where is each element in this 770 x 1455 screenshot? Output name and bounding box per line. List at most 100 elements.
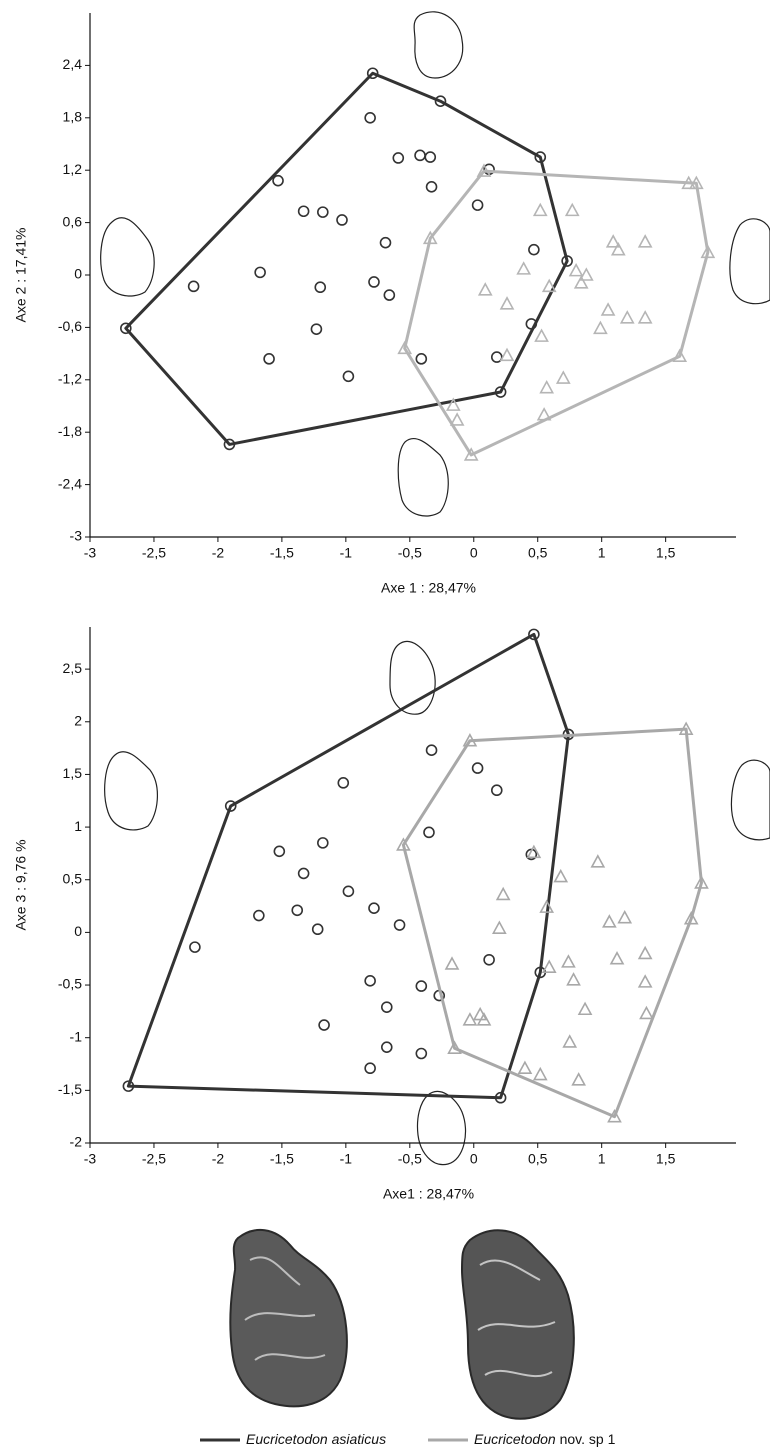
x-tick-label: -0,5: [398, 545, 422, 561]
marker-circle: [427, 182, 437, 192]
marker-triangle: [528, 846, 540, 857]
marker-circle: [318, 838, 328, 848]
marker-circle: [365, 113, 375, 123]
marker-circle: [492, 785, 502, 795]
marker-triangle: [541, 382, 553, 393]
marker-triangle: [640, 1007, 652, 1018]
y-tick-label: 1,2: [63, 161, 83, 177]
marker-circle: [292, 905, 302, 915]
y-axis-title: Axe 3 : 9,76 %: [13, 839, 29, 930]
y-tick-label: 0,6: [63, 213, 83, 229]
marker-triangle: [501, 349, 513, 360]
marker-triangle: [619, 912, 631, 923]
marker-circle: [425, 152, 435, 162]
x-tick-label: 1,5: [656, 1151, 676, 1167]
marker-circle: [315, 282, 325, 292]
marker-circle: [299, 868, 309, 878]
x-tick-label: 0,5: [528, 1151, 548, 1167]
marker-triangle: [575, 277, 587, 288]
marker-triangle: [573, 1074, 585, 1085]
marker-triangle: [612, 244, 624, 255]
marker-triangle: [562, 956, 574, 967]
legend-label: Eucricetodon asiaticus: [246, 1431, 386, 1447]
marker-circle: [382, 1002, 392, 1012]
y-tick-label: -1,5: [58, 1081, 82, 1097]
marker-triangle: [534, 1069, 546, 1080]
marker-circle: [338, 778, 348, 788]
marker-circle: [264, 354, 274, 364]
x-tick-label: -2: [212, 545, 225, 561]
y-tick-label: 0: [74, 923, 82, 939]
marker-triangle: [639, 236, 651, 247]
y-tick-label: -1,2: [58, 371, 82, 387]
y-tick-label: -0,6: [58, 318, 82, 334]
legend-label: Eucricetodon nov. sp 1: [474, 1431, 616, 1447]
marker-circle: [380, 238, 390, 248]
marker-triangle: [602, 304, 614, 315]
marker-circle: [190, 942, 200, 952]
y-tick-label: -1,8: [58, 423, 82, 439]
marker-circle: [319, 1020, 329, 1030]
y-tick-label: -2,4: [58, 475, 82, 491]
marker-circle: [313, 924, 323, 934]
marker-triangle: [639, 976, 651, 987]
marker-circle: [369, 903, 379, 913]
tooth-outline: [101, 218, 154, 296]
tooth-outline: [731, 760, 770, 840]
marker-circle: [318, 207, 328, 217]
x-tick-label: 1: [598, 1151, 606, 1167]
marker-circle: [415, 150, 425, 160]
marker-triangle: [579, 1003, 591, 1014]
x-axis-title: Axe 1 : 28,47%: [381, 580, 476, 596]
marker-triangle: [451, 414, 463, 425]
tooth-photo: [462, 1230, 574, 1418]
tooth-outline: [414, 12, 463, 78]
x-tick-label: -1,5: [270, 1151, 294, 1167]
marker-triangle: [555, 871, 567, 882]
y-tick-label: 1: [74, 818, 82, 834]
marker-circle: [529, 245, 539, 255]
marker-circle: [384, 290, 394, 300]
tooth-outline: [417, 1091, 465, 1164]
marker-triangle: [557, 372, 569, 383]
marker-circle: [189, 281, 199, 291]
marker-triangle: [497, 888, 509, 899]
marker-triangle: [538, 409, 550, 420]
marker-circle: [416, 1048, 426, 1058]
marker-triangle: [639, 947, 651, 958]
marker-triangle: [479, 284, 491, 295]
marker-triangle: [534, 204, 546, 215]
marker-triangle: [592, 856, 604, 867]
marker-triangle: [603, 916, 615, 927]
x-tick-label: 0: [470, 1151, 478, 1167]
marker-triangle: [536, 330, 548, 341]
marker-circle: [473, 763, 483, 773]
hull: [128, 634, 568, 1097]
x-tick-label: -3: [84, 545, 97, 561]
marker-triangle: [594, 322, 606, 333]
figure: -3-2,4-1,8-1,2-0,600,61,21,82,4-3-2,5-2-…: [0, 0, 770, 1455]
y-tick-label: 0,5: [63, 870, 83, 886]
marker-circle: [395, 920, 405, 930]
marker-circle: [311, 324, 321, 334]
x-tick-label: -2: [212, 1151, 225, 1167]
x-tick-label: -1: [340, 545, 353, 561]
marker-triangle: [639, 312, 651, 323]
hull: [403, 729, 701, 1117]
x-tick-label: 0: [470, 545, 478, 561]
x-tick-label: -1: [340, 1151, 353, 1167]
marker-circle: [393, 153, 403, 163]
x-tick-label: 1,5: [656, 545, 676, 561]
marker-circle: [424, 827, 434, 837]
tooth-outline: [398, 439, 448, 516]
x-tick-label: -0,5: [398, 1151, 422, 1167]
tooth-outline: [105, 752, 158, 830]
marker-triangle: [543, 961, 555, 972]
marker-triangle: [611, 953, 623, 964]
y-tick-label: 0: [74, 266, 82, 282]
marker-circle: [255, 267, 265, 277]
x-tick-label: 0,5: [528, 545, 548, 561]
tooth-photos: [230, 1230, 574, 1419]
marker-circle: [337, 215, 347, 225]
y-tick-label: -2: [70, 1134, 83, 1150]
